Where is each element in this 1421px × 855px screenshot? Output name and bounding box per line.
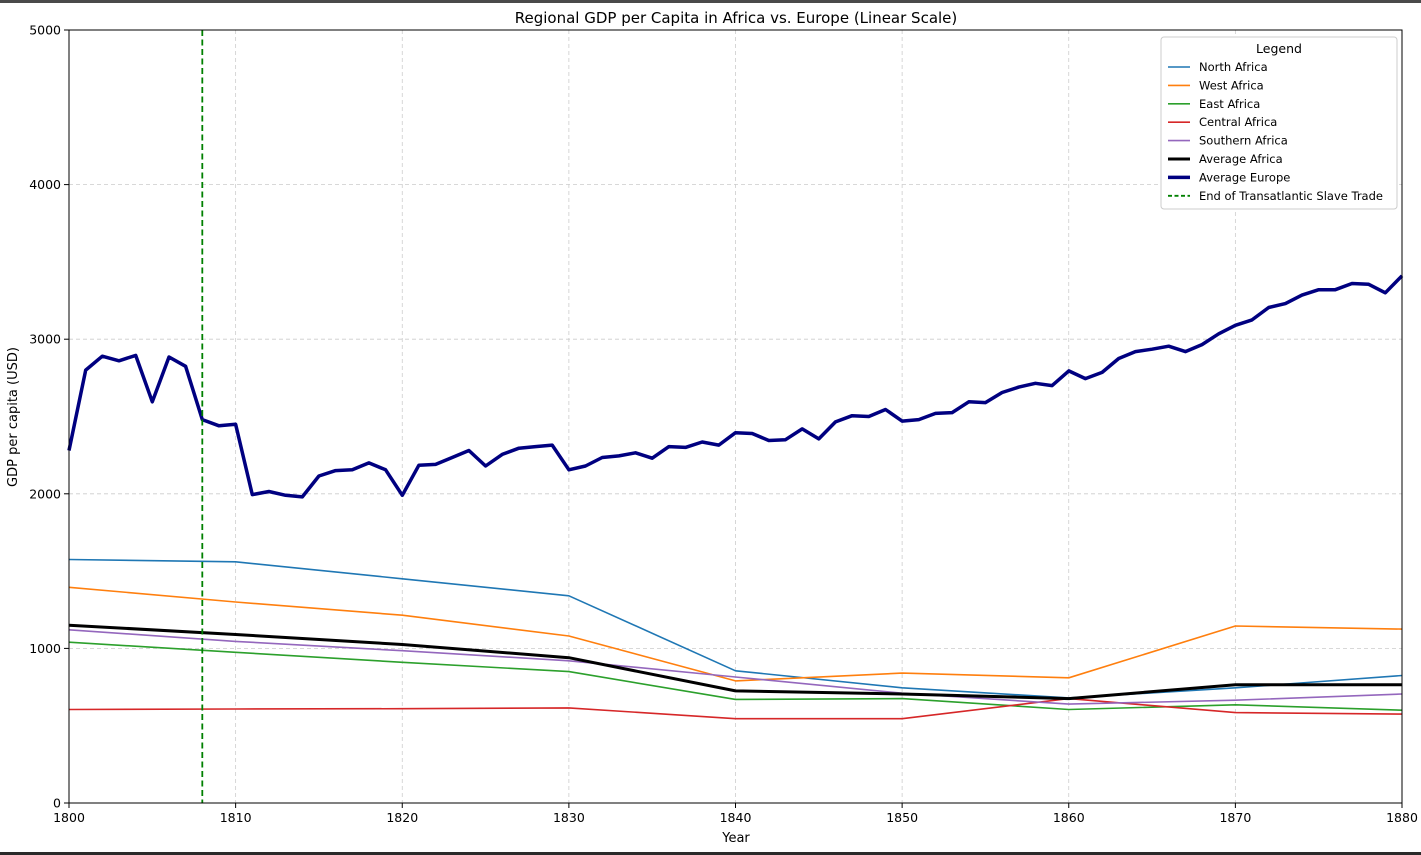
y-tick-label: 1000	[29, 641, 61, 656]
legend-label-southern-africa: Southern Africa	[1199, 134, 1288, 148]
x-axis-label: Year	[721, 831, 750, 846]
legend-title: Legend	[1256, 41, 1302, 56]
y-tick-label: 5000	[29, 23, 61, 38]
legend-label-east-africa: East Africa	[1199, 97, 1260, 111]
window-bottom-border	[0, 852, 1421, 855]
series-line-southern-africa	[68, 629, 1403, 705]
legend-label-end-of-transatlantic-slave-trade: End of Transatlantic Slave Trade	[1199, 189, 1383, 203]
x-axis-ticks: 1800 1810 1820 1830 1840 1850 1860 1870 1880	[53, 803, 1418, 825]
y-tick-label: 4000	[29, 177, 61, 192]
x-tick-label: 1880	[1386, 810, 1418, 825]
series-line-average-africa	[68, 623, 1402, 701]
legend: Legend North Africa West Africa East Afric…	[1160, 36, 1398, 210]
y-tick-label: 2000	[29, 486, 61, 501]
legend-label-central-africa: Central Africa	[1199, 115, 1277, 129]
y-axis-ticks: 0 1000 2000 3000 4000 5000	[29, 23, 69, 811]
x-tick-label: 1820	[386, 810, 418, 825]
legend-label-average-africa: Average Africa	[1199, 152, 1283, 166]
x-tick-label: 1800	[53, 810, 85, 825]
series-line-average-europe	[67, 274, 1404, 499]
series-line-north-africa	[68, 558, 1403, 699]
x-tick-label: 1830	[553, 810, 585, 825]
chart-title: Regional GDP per Capita in Africa vs. Eu…	[515, 9, 958, 27]
series-line-central-africa	[68, 697, 1403, 720]
series-line-west-africa	[68, 586, 1403, 682]
series-lines	[67, 274, 1404, 720]
grid-lines	[69, 30, 1402, 803]
x-tick-label: 1850	[886, 810, 918, 825]
series-line-east-africa	[68, 641, 1403, 711]
x-tick-label: 1860	[1053, 810, 1085, 825]
y-tick-label: 0	[53, 796, 61, 811]
x-tick-label: 1870	[1219, 810, 1251, 825]
y-axis-label: GDP per capita (USD)	[6, 347, 21, 487]
legend-items: North Africa West Africa East Africa Centra…	[1168, 60, 1383, 203]
legend-label-north-africa: North Africa	[1199, 60, 1268, 74]
legend-label-west-africa: West Africa	[1199, 78, 1264, 92]
legend-label-average-europe: Average Europe	[1199, 170, 1290, 184]
window-top-border	[0, 0, 1421, 3]
x-tick-label: 1810	[220, 810, 252, 825]
y-tick-label: 3000	[29, 332, 61, 347]
x-tick-label: 1840	[720, 810, 752, 825]
legend-frame	[1160, 36, 1398, 210]
